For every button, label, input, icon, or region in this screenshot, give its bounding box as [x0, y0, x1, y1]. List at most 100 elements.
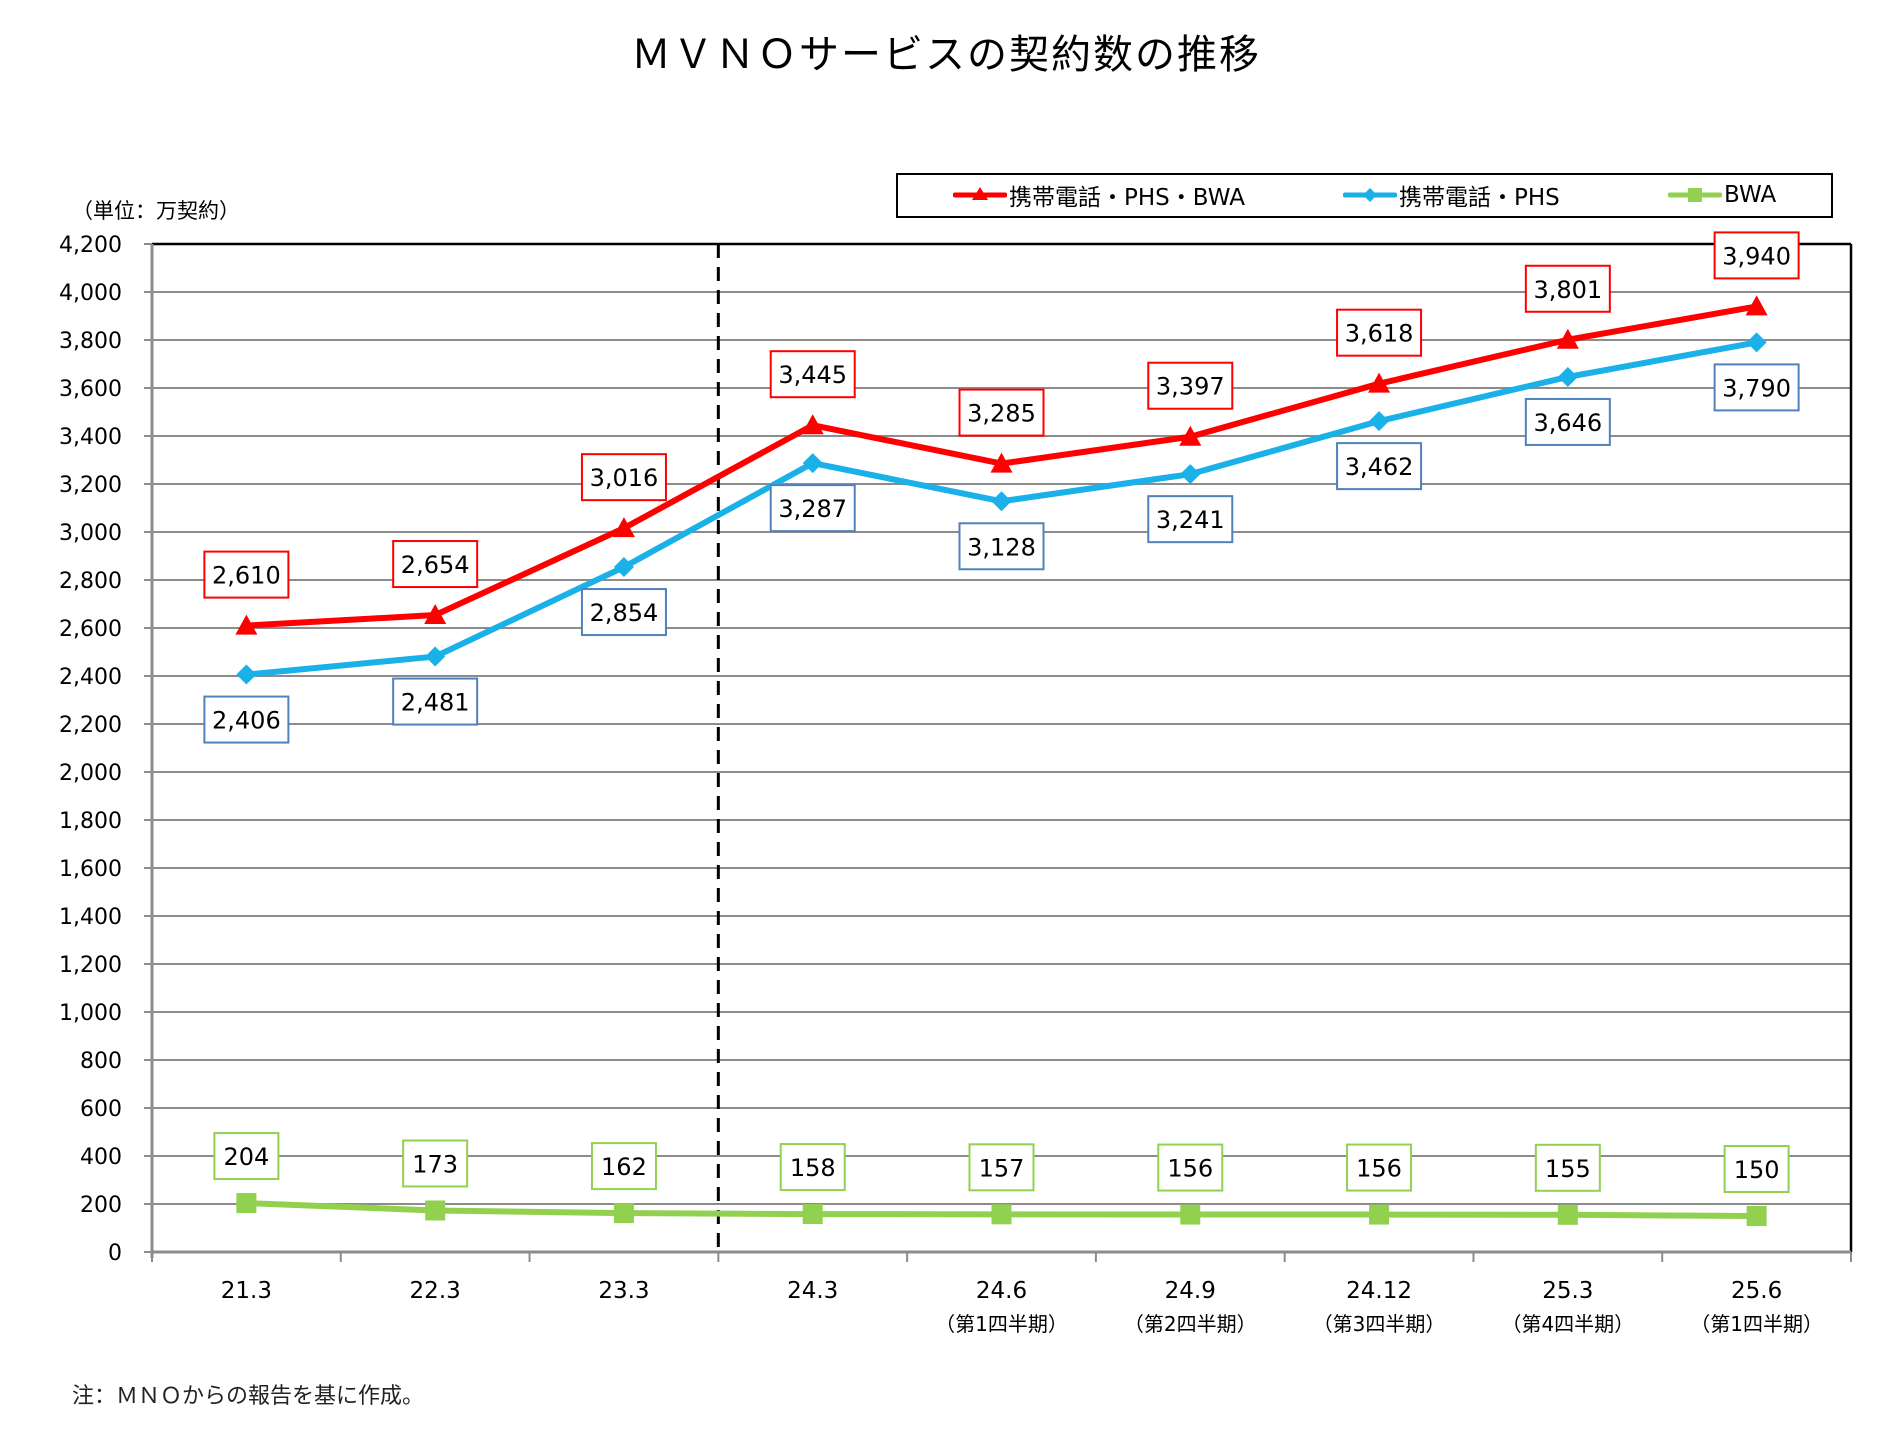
data-label: 3,790 — [1722, 374, 1791, 402]
y-tick-label: 600 — [80, 1097, 122, 1122]
x-tick-label: 24.3 — [787, 1278, 838, 1304]
y-tick-label: 3,000 — [59, 521, 122, 546]
square-marker — [613, 1203, 634, 1224]
data-label: 162 — [601, 1153, 647, 1181]
diamond-marker — [1180, 464, 1201, 485]
y-tick-label: 2,000 — [59, 761, 122, 786]
y-tick-label: 2,800 — [59, 569, 122, 594]
data-label-box — [402, 1139, 469, 1188]
data-label-box — [1336, 308, 1423, 357]
data-label: 2,854 — [590, 599, 659, 627]
series-2: 2,406 2,481 2,854 3,287 3,128 3,241 3,462 3,646… — [203, 332, 1800, 744]
data-label: 3,016 — [590, 464, 659, 492]
data-label-box — [1336, 442, 1423, 491]
y-tick-label: 1,000 — [59, 1001, 122, 1026]
legend-square-marker-icon — [1668, 188, 1722, 202]
data-label-box — [1147, 361, 1234, 410]
data-label-box — [1534, 1143, 1601, 1192]
y-tick-label: 200 — [80, 1193, 122, 1218]
data-label-box — [392, 677, 479, 726]
diamond-marker — [802, 453, 823, 474]
legend-label: 携帯電話・PHS・BWA — [1009, 185, 1245, 211]
data-label: 3,940 — [1722, 242, 1791, 270]
diamond-marker — [991, 491, 1012, 512]
triangle-marker — [424, 604, 447, 625]
diamond-marker — [425, 646, 446, 667]
y-tick-label: 2,200 — [59, 713, 122, 738]
data-label: 3,287 — [778, 495, 847, 523]
y-tick-label: 1,200 — [59, 953, 122, 978]
triangle-marker — [612, 517, 635, 538]
unit-label: （単位：万契約） — [72, 199, 240, 223]
y-tick-label: 0 — [108, 1241, 122, 1266]
data-label: 3,646 — [1533, 409, 1602, 437]
diamond-marker — [236, 664, 257, 685]
legend-triangle-marker-icon — [953, 187, 1007, 200]
x-tick-label: 25.6 — [1731, 1278, 1782, 1304]
y-tick-label: 2,400 — [59, 665, 122, 690]
square-marker — [1746, 1206, 1767, 1226]
data-label: 3,618 — [1345, 320, 1414, 348]
data-label: 155 — [1545, 1155, 1591, 1183]
data-label: 3,241 — [1156, 506, 1225, 534]
data-label: 3,285 — [967, 400, 1036, 428]
square-marker — [1180, 1204, 1201, 1225]
data-label-box — [968, 1143, 1035, 1192]
y-tick-label: 1,400 — [59, 905, 122, 930]
x-tick-label: 24.6 — [976, 1278, 1027, 1304]
data-label-box — [1524, 264, 1611, 313]
data-label-box — [203, 550, 290, 599]
data-label: 156 — [1167, 1155, 1213, 1183]
data-label: 158 — [790, 1154, 836, 1182]
x-tick-sublabel: （第3四半期） — [1313, 1312, 1446, 1336]
legend-label: BWA — [1724, 182, 1777, 208]
data-label-box — [213, 1132, 280, 1181]
x-tick-label: 23.3 — [598, 1278, 649, 1304]
y-tick-label: 3,600 — [59, 377, 122, 402]
diamond-marker — [1746, 332, 1767, 353]
data-label-box — [580, 588, 667, 637]
data-label: 2,481 — [401, 689, 470, 717]
data-label: 2,406 — [212, 707, 281, 735]
y-tick-label: 3,400 — [59, 425, 122, 450]
data-label: 157 — [979, 1154, 1025, 1182]
square-marker — [425, 1200, 446, 1221]
data-label-box — [958, 522, 1045, 571]
diamond-marker — [1557, 366, 1578, 387]
data-label: 204 — [223, 1143, 269, 1171]
data-label-box — [1524, 397, 1611, 446]
y-tick-label: 2,600 — [59, 617, 122, 642]
x-tick-label: 25.3 — [1542, 1278, 1593, 1304]
legend-label: 携帯電話・PHS — [1399, 185, 1560, 211]
x-tick-sublabel: （第2四半期） — [1124, 1312, 1257, 1336]
data-label: 3,397 — [1156, 373, 1225, 401]
data-label: 3,462 — [1345, 453, 1414, 481]
x-tick-sublabel: （第1四半期） — [935, 1312, 1068, 1336]
data-label-box — [1713, 231, 1800, 280]
square-marker — [236, 1193, 257, 1214]
legend-item-mobile-phs-bwa: 携帯電話・PHS・BWA — [953, 175, 1245, 215]
x-tick-sublabel: （第1四半期） — [1690, 1312, 1823, 1336]
y-tick-label: 3,200 — [59, 473, 122, 498]
footnote: 注：ＭＮＯからの報告を基に作成。 — [72, 1384, 425, 1409]
y-tick-label: 1,600 — [59, 857, 122, 882]
data-label: 3,128 — [967, 533, 1036, 561]
x-tick-label: 21.3 — [221, 1278, 272, 1304]
legend: 携帯電話・PHS・BWA 携帯電話・PHS BWA — [896, 173, 1833, 218]
y-tick-label: 4,200 — [59, 233, 122, 258]
data-label-box — [779, 1143, 846, 1192]
legend-item-mobile-phs: 携帯電話・PHS — [1343, 175, 1560, 215]
legend-diamond-marker-icon — [1343, 188, 1397, 202]
triangle-marker — [1556, 328, 1579, 349]
triangle-marker — [1745, 295, 1768, 316]
data-label: 3,445 — [778, 361, 847, 389]
data-label-box — [1713, 363, 1800, 412]
triangle-marker — [1179, 425, 1202, 446]
data-label-box — [769, 350, 856, 399]
y-tick-label: 3,800 — [59, 329, 122, 354]
data-label-box — [580, 453, 667, 502]
data-label-box — [769, 484, 856, 533]
x-tick-label: 24.9 — [1165, 1278, 1216, 1304]
data-label: 3,801 — [1533, 276, 1602, 304]
data-label: 2,654 — [401, 551, 470, 579]
